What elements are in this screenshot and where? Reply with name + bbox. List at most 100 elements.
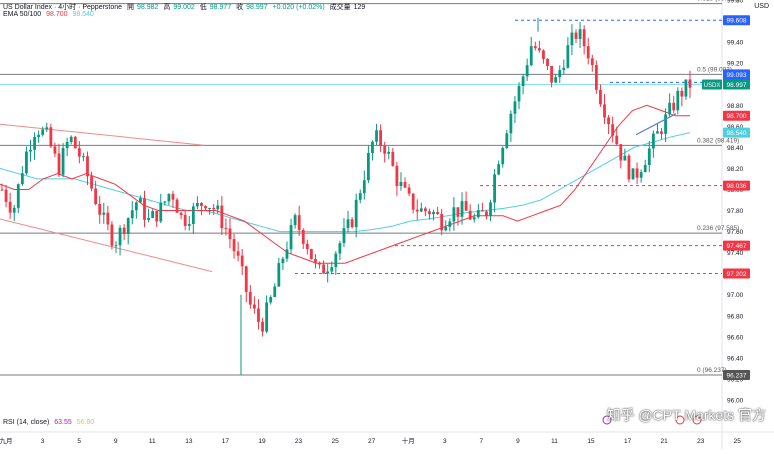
candle-body	[366, 153, 370, 181]
candle-body	[521, 76, 525, 86]
candle-body	[220, 205, 224, 229]
candle-body	[448, 221, 452, 227]
ohlc-change: +0.020 (+0.02%)	[272, 4, 325, 11]
candle-body	[57, 153, 61, 175]
candle-body	[139, 198, 142, 203]
ohlc-low: 98.977	[209, 4, 232, 11]
symbol-title: US Dollar Index · 4小时 · Pepperstone	[3, 4, 123, 11]
channel-lower-line	[0, 218, 213, 273]
x-tick-label: 5	[77, 438, 81, 445]
x-tick-label: 27	[368, 438, 376, 445]
candle-body	[468, 210, 472, 220]
candle-body	[143, 198, 146, 220]
rsi-value1: 63.55	[54, 419, 72, 426]
candle-body	[281, 258, 285, 264]
volume-label: 成交量	[329, 4, 351, 11]
ohlc-close-key: 收	[236, 4, 244, 11]
candle-body	[110, 224, 114, 246]
candle-body	[639, 172, 643, 178]
watermark: 知乎 @CPT Markets 官方	[606, 407, 766, 423]
candle-body	[358, 193, 362, 200]
candle-body	[90, 176, 93, 189]
currency-label: USD	[754, 3, 769, 10]
symbol-tag-label: USDX	[704, 83, 721, 89]
candle-body	[660, 131, 663, 134]
candle-body	[537, 48, 541, 51]
candle-body	[647, 148, 651, 165]
price-tag-label: 99.608	[727, 18, 747, 25]
x-tick-label: 23	[295, 438, 303, 445]
candle-body	[627, 155, 631, 180]
ema100-value: 98.540	[72, 11, 94, 18]
candle-body	[179, 212, 183, 215]
candle-body	[240, 255, 244, 267]
candle-body	[472, 217, 476, 220]
candle-body	[273, 286, 277, 297]
symbol-tag	[702, 79, 722, 90]
x-tick-label: 9	[114, 438, 118, 445]
y-tick-label: 98.20	[727, 166, 744, 173]
candle-body	[277, 263, 281, 287]
candle-body	[163, 201, 167, 203]
candle-body	[314, 258, 317, 263]
ema-label: EMA 50/100	[3, 11, 42, 18]
price-tag-label: 98.700	[727, 113, 747, 120]
candle-body	[371, 141, 374, 154]
y-tick-label: 96.60	[727, 334, 744, 341]
candle-body	[383, 145, 387, 154]
candle-body	[460, 201, 464, 217]
candle-body	[334, 253, 338, 268]
candle-body	[261, 321, 264, 332]
candle-body	[342, 228, 346, 244]
candle-body	[428, 211, 431, 215]
ohlc-high: 99.002	[173, 4, 195, 11]
candle-body	[493, 174, 496, 203]
candle-body	[289, 225, 293, 250]
candle-body	[570, 32, 574, 46]
candle-body	[244, 266, 248, 292]
candle-body	[558, 70, 562, 78]
candle-body	[12, 207, 16, 213]
candle-body	[554, 77, 558, 83]
candle-body	[586, 46, 590, 59]
x-tick-label: 25	[734, 438, 742, 445]
x-tick-label: 7	[480, 438, 484, 445]
rsi-value2: 56.80	[76, 419, 95, 426]
candle-body	[187, 224, 191, 226]
fib-label: 0.618 (99.766)	[697, 0, 739, 3]
candle-body	[204, 205, 207, 209]
x-tick-label: 十月	[402, 436, 415, 445]
candle-body	[542, 50, 545, 59]
candle-body	[118, 227, 122, 246]
candle-body	[45, 127, 49, 130]
candle-body	[126, 218, 130, 235]
price-tag-label: 96.237	[727, 372, 747, 379]
candle-body	[485, 211, 488, 216]
candle-body	[33, 137, 36, 150]
candle-body	[16, 184, 20, 208]
x-tick-label: 21	[661, 438, 669, 445]
candle-body	[525, 65, 529, 77]
candle-body	[82, 156, 85, 158]
candle-body	[668, 102, 672, 115]
candle-body	[505, 133, 509, 148]
candle-body	[603, 104, 606, 118]
price-tag	[723, 127, 750, 138]
candle-body	[574, 32, 578, 39]
candle-body	[664, 114, 667, 134]
candle-body	[25, 151, 28, 174]
candle-body	[533, 46, 537, 49]
candle-body	[599, 89, 602, 105]
candle-body	[562, 67, 566, 71]
candle-body	[297, 215, 301, 230]
x-tick-label: 17	[222, 438, 230, 445]
candle-body	[346, 219, 350, 229]
y-tick-label: 98.40	[727, 145, 744, 152]
event-marker-icon	[675, 415, 685, 425]
candle-body	[509, 113, 513, 134]
channel-upper-line	[0, 123, 205, 146]
fib-label: 0 (96.237)	[697, 367, 727, 374]
price-tag-label: 98.997	[727, 82, 747, 89]
